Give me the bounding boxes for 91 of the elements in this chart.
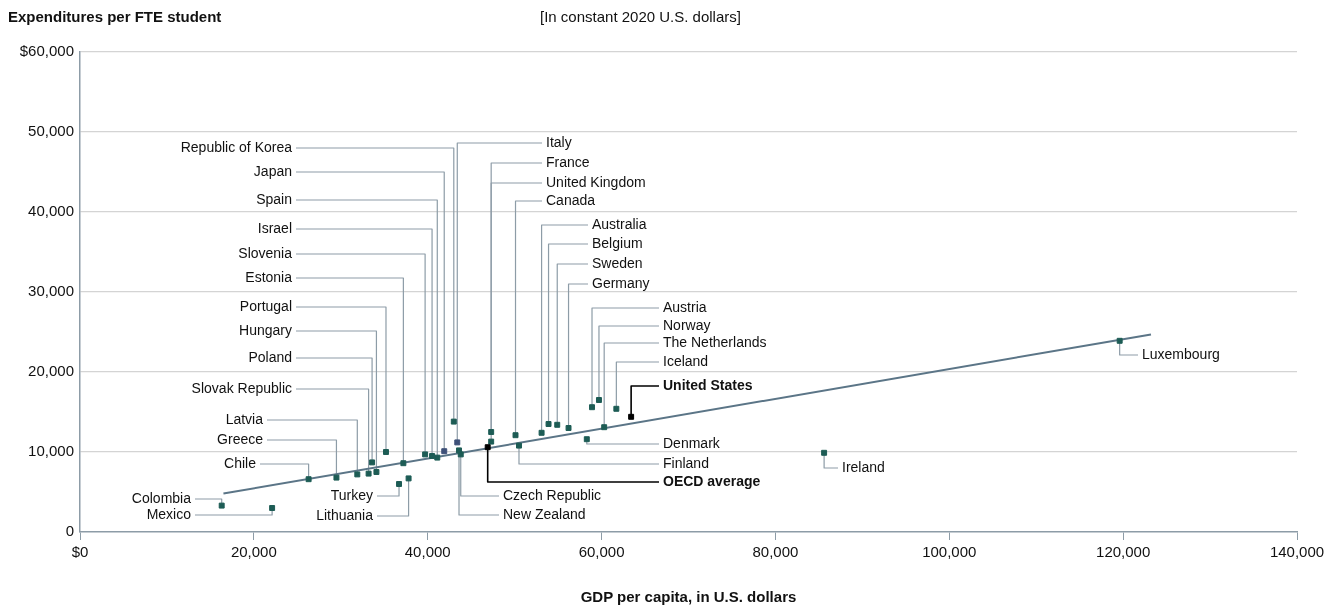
- point: [383, 449, 389, 455]
- annotation: Australia: [592, 215, 647, 232]
- annotation: Portugal: [239, 297, 292, 314]
- annotation: United States: [663, 376, 753, 393]
- annotation: Canada: [546, 191, 596, 208]
- point: [434, 454, 441, 461]
- point: [516, 442, 522, 449]
- annotation: Spain: [256, 190, 292, 207]
- point: [441, 448, 448, 455]
- y-tick-label: 10,000: [28, 442, 74, 460]
- point: [269, 505, 276, 511]
- point: [613, 405, 620, 412]
- annotation: Greece: [217, 430, 264, 447]
- point: [589, 404, 595, 411]
- annotation: Latvia: [225, 410, 264, 427]
- x-tick-label: 40,000: [404, 543, 451, 561]
- y-tick-label: 30,000: [28, 282, 74, 300]
- point: [333, 474, 340, 481]
- x-tick-label: 60,000: [578, 543, 625, 561]
- annotation: Denmark: [663, 434, 721, 451]
- annotation: France: [546, 153, 590, 170]
- annotation: OECD average: [663, 472, 761, 489]
- annotation: The Netherlands: [663, 333, 767, 350]
- annotation: Estonia: [245, 268, 293, 285]
- point: [450, 418, 457, 425]
- point: [484, 444, 491, 451]
- x-tick-label: 100,000: [922, 543, 977, 561]
- annotation: Republic of Korea: [180, 138, 293, 155]
- x-tick-label: 140,000: [1269, 543, 1325, 561]
- point: [400, 460, 407, 467]
- annotation: Luxembourg: [1142, 345, 1220, 362]
- point: [405, 475, 412, 482]
- annotation: Poland: [248, 348, 292, 365]
- annotation: Czech Republic: [503, 486, 602, 503]
- annotation: Slovak Republic: [191, 379, 292, 396]
- y-tick-label: 20,000: [28, 362, 74, 380]
- annotation: Italy: [546, 133, 572, 150]
- point: [396, 481, 402, 487]
- point: [373, 469, 380, 475]
- annotation: United Kingdom: [546, 173, 646, 190]
- annotation: Lithuania: [316, 506, 374, 523]
- point: [545, 421, 552, 427]
- annotation: Colombia: [131, 489, 192, 506]
- annotation: Mexico: [146, 505, 192, 522]
- annotation: Israel: [257, 219, 292, 236]
- annotation: Chile: [224, 454, 257, 471]
- point: [369, 459, 376, 466]
- point: [595, 397, 602, 403]
- y-tick-label: 50,000: [28, 122, 74, 140]
- point: [488, 429, 495, 435]
- point: [565, 425, 572, 431]
- chart-subtitle: [In constant 2020 U.S. dollars]: [540, 8, 741, 25]
- point: [1116, 337, 1123, 344]
- annotation: Austria: [663, 298, 707, 315]
- x-axis-title: GDP per capita, in U.S. dollars: [580, 588, 797, 606]
- annotation: Finland: [663, 454, 709, 471]
- point: [821, 449, 828, 456]
- point: [218, 502, 225, 509]
- annotation: Japan: [253, 162, 292, 179]
- point: [305, 476, 312, 483]
- annotation: Ireland: [842, 458, 885, 475]
- y-tick-label: $60,000: [19, 42, 74, 60]
- y-tick-label: 0: [65, 522, 74, 540]
- point: [583, 436, 590, 443]
- y-axis-title: Expenditures per FTE student: [8, 8, 222, 25]
- point: [628, 413, 635, 420]
- point: [488, 438, 495, 445]
- y-tick-label: 40,000: [28, 202, 74, 220]
- x-tick-label: 80,000: [752, 543, 799, 561]
- point: [538, 429, 545, 436]
- annotation: Iceland: [663, 352, 709, 369]
- point: [429, 453, 436, 459]
- annotation: Turkey: [330, 486, 373, 503]
- annotation: Belgium: [592, 234, 643, 251]
- point: [422, 451, 429, 458]
- x-tick-label: $0: [71, 543, 89, 561]
- point: [456, 447, 462, 454]
- point: [365, 470, 372, 477]
- x-tick-label: 20,000: [230, 543, 277, 561]
- x-tick-label: 120,000: [1096, 543, 1151, 561]
- annotation: Germany: [592, 274, 650, 291]
- point: [454, 439, 461, 446]
- point: [601, 424, 608, 431]
- annotation: Norway: [663, 316, 711, 333]
- annotation: Slovenia: [238, 244, 293, 261]
- point: [354, 471, 361, 478]
- point: [554, 421, 561, 428]
- point: [512, 432, 519, 439]
- annotation: Hungary: [239, 321, 292, 338]
- annotation: New Zealand: [503, 505, 586, 522]
- annotation: Sweden: [592, 254, 643, 271]
